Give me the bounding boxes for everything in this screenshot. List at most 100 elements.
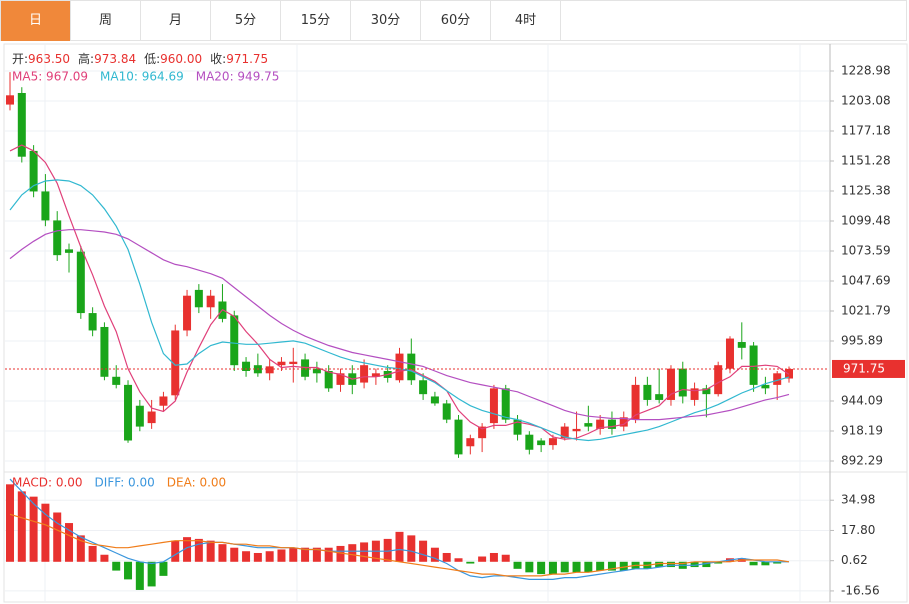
info-value: 973.84 [94,52,136,66]
candle-body [501,388,510,420]
candle-body [572,428,581,432]
macd-bar [773,561,782,564]
macd-bar [619,561,628,571]
legend-entry: MACD: 0.00 [12,476,83,490]
period-tab[interactable]: 4时 [491,1,561,41]
period-tab[interactable]: 日 [1,1,71,41]
info-label: 开: [12,52,28,66]
candle-body [607,419,616,429]
macd-bar [230,547,239,562]
candle-body [289,361,298,365]
candle-body [560,426,569,439]
candle-body [135,405,144,427]
info-label: 高: [78,51,94,66]
candle-body [112,376,121,385]
candle-body [454,419,463,455]
y-tick-label: 944.09 [841,393,883,407]
candle-body [395,353,404,381]
candle-body [277,361,286,366]
macd-bar [53,512,62,562]
macd-bar [489,552,498,562]
candle-body [525,434,534,450]
macd-bar [548,561,557,575]
series-line [9,513,790,577]
candle-body [489,388,498,424]
y-tick-label: 0.62 [841,553,868,567]
candle-body [159,396,168,406]
macd-bar [419,540,428,562]
candle-body [407,353,416,381]
candle-body [773,373,782,385]
legend-entry: DEA: 0.00 [167,476,226,490]
y-tick-label: 34.98 [841,493,875,507]
macd-bar [430,547,439,562]
series-line [9,229,790,421]
y-tick-label: 1099.48 [841,214,891,228]
macd-bar [454,558,463,562]
candle-body [312,368,321,374]
macd-bar [655,561,664,568]
macd-bar [324,547,333,562]
macd-bar [690,561,699,568]
info-value: 971.75 [226,52,268,66]
macd-bar [41,503,50,562]
legend-entry: MA5: 967.09 [12,70,88,84]
macd-bar [183,537,192,562]
candle-body [761,384,770,389]
candle-body [53,220,62,256]
candle-body [548,438,557,446]
macd-bar [478,556,487,562]
period-tab[interactable]: 60分 [421,1,491,41]
candle-body [230,315,239,366]
macd-bar [525,561,534,573]
candle-body [206,295,215,308]
y-tick-label: 892.29 [841,453,883,467]
macd-bar [135,561,144,590]
macd-bar [289,547,298,562]
candle-body [29,150,38,192]
y-tick-label: 1073.59 [841,243,891,257]
series-line [9,179,790,442]
macd-bar [383,538,392,562]
period-tab[interactable]: 周 [71,1,141,41]
macd-bar [253,552,262,562]
y-tick-label: 918.19 [841,423,883,437]
candle-body [631,384,640,420]
legend-entry: DIFF: 0.00 [95,476,155,490]
macd-bar [194,538,203,562]
candle-body [666,368,675,400]
candle-body [619,417,628,427]
candle-body [194,289,203,308]
series-line [9,478,789,580]
candle-body [183,295,192,331]
candle-body [749,345,758,385]
macd-bar [537,561,546,575]
candle-body [584,423,593,427]
macd-bar [560,561,569,573]
macd-bar [100,554,109,562]
period-tab[interactable]: 15分 [281,1,351,41]
period-tab[interactable]: 30分 [351,1,421,41]
candle-body [336,373,345,385]
macd-bar [466,561,475,564]
macd-bar [714,561,723,564]
macd-bar [171,540,180,562]
y-tick-label: 1151.28 [841,154,891,168]
macd-bar [159,561,168,576]
candle-body [714,365,723,395]
candle-body [76,251,85,314]
macd-bar [407,535,416,562]
candle-body [324,370,333,389]
macd-bar [596,561,605,571]
y-tick-label: 1021.79 [841,303,891,317]
macd-bar [218,544,227,562]
y-tick-label: 1177.18 [841,124,891,138]
candle-body [124,384,133,441]
y-tick-label: 1125.38 [841,184,891,198]
macd-bar [76,535,85,562]
macd-bar [336,545,345,562]
period-tab[interactable]: 5分 [211,1,281,41]
y-tick-label: -16.56 [841,583,880,597]
period-tab[interactable]: 月 [141,1,211,41]
